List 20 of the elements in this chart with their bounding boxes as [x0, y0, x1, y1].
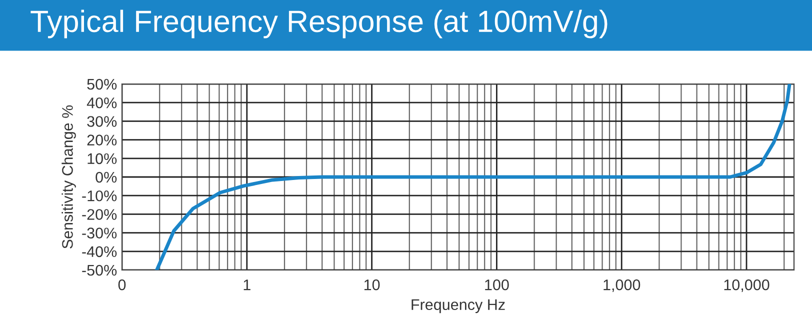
y-tick-label: 30% [87, 116, 117, 127]
y-tick-label: 20% [87, 134, 117, 146]
y-tick-label: -20% [82, 209, 117, 220]
x-tick-label: 1 [244, 280, 250, 290]
y-tick-label: -50% [82, 264, 117, 276]
y-tick-label: 10% [88, 153, 117, 164]
y-tick-label: 0% [96, 172, 117, 183]
x-tick-label: 10,000 [724, 279, 770, 292]
y-tick-label: 50% [87, 78, 117, 90]
chart-title: Typical Frequency Response (at 100mV/g) [30, 10, 608, 38]
x-tick-label: 100 [485, 279, 509, 290]
x-tick-label: 1,000 [604, 279, 640, 292]
y-tick-label: -30% [82, 228, 117, 238]
x-axis-title: Frequency Hz [412, 299, 505, 314]
y-tick-label: -40% [82, 246, 117, 258]
y-tick-label: -10% [82, 190, 117, 202]
x-tick-label: 10 [364, 279, 380, 290]
x-tick-label: 0 [118, 279, 126, 290]
y-axis-title: Sensitivity Change % [62, 105, 76, 248]
y-tick-label: 40% [86, 97, 117, 108]
